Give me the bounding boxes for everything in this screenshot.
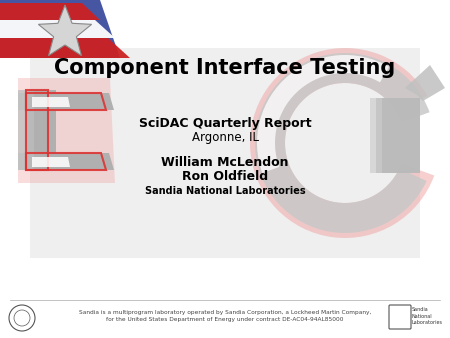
Polygon shape <box>382 98 420 173</box>
Polygon shape <box>32 97 70 107</box>
Polygon shape <box>376 98 420 173</box>
Polygon shape <box>34 153 114 170</box>
Polygon shape <box>34 93 114 110</box>
Text: Sandia National Laboratories: Sandia National Laboratories <box>145 186 305 196</box>
Text: SciDAC Quarterly Report: SciDAC Quarterly Report <box>139 117 311 129</box>
Polygon shape <box>38 5 92 56</box>
Polygon shape <box>26 90 48 170</box>
Polygon shape <box>34 90 56 170</box>
Text: Sandia is a multiprogram laboratory operated by Sandia Corporation, a Lockheed M: Sandia is a multiprogram laboratory oper… <box>79 310 371 322</box>
Text: Argonne, IL: Argonne, IL <box>192 131 258 145</box>
Text: Sandia
National
Laboratories: Sandia National Laboratories <box>412 307 443 325</box>
Wedge shape <box>255 53 430 233</box>
Polygon shape <box>30 48 420 258</box>
Text: Component Interface Testing: Component Interface Testing <box>54 58 396 78</box>
Polygon shape <box>0 3 100 20</box>
Polygon shape <box>18 90 40 170</box>
Polygon shape <box>26 153 106 170</box>
Polygon shape <box>18 153 98 170</box>
Polygon shape <box>370 98 420 173</box>
Polygon shape <box>405 65 445 101</box>
Wedge shape <box>257 55 389 173</box>
Polygon shape <box>0 20 115 38</box>
Wedge shape <box>250 48 434 238</box>
Polygon shape <box>0 0 120 58</box>
Text: William McLendon: William McLendon <box>161 156 289 169</box>
Polygon shape <box>18 93 98 110</box>
Polygon shape <box>18 78 115 183</box>
Polygon shape <box>0 38 130 58</box>
Text: Ron Oldfield: Ron Oldfield <box>182 170 268 184</box>
Polygon shape <box>26 93 106 110</box>
Polygon shape <box>32 157 70 167</box>
